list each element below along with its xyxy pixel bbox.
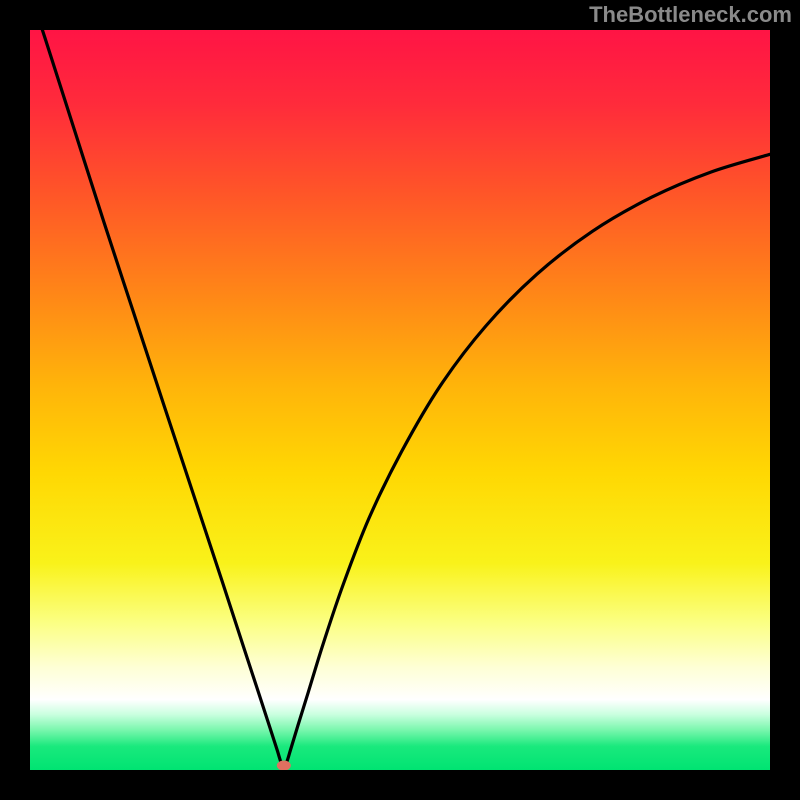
plot-area <box>30 30 770 770</box>
min-marker <box>277 761 291 771</box>
bottleneck-chart <box>0 0 800 800</box>
chart-container: TheBottleneck.com <box>0 0 800 800</box>
watermark-text: TheBottleneck.com <box>589 2 792 28</box>
